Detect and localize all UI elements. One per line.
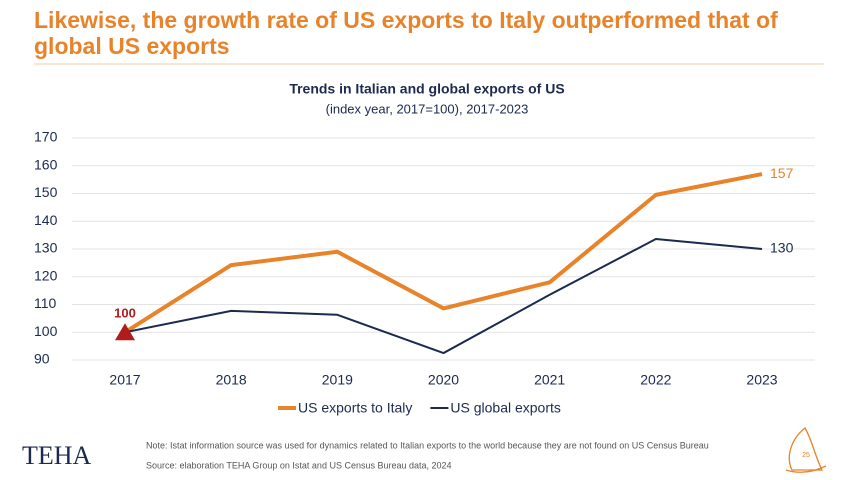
logo: TEHA — [22, 441, 92, 470]
y-tick-label: 140 — [34, 212, 58, 228]
end-label: 130 — [770, 240, 794, 256]
y-tick-label: 170 — [34, 129, 58, 145]
x-tick-label: 2022 — [640, 372, 671, 388]
x-tick-label: 2019 — [322, 372, 353, 388]
x-tick-label: 2021 — [534, 372, 565, 388]
source: Source: elaboration TEHA Group on Istat … — [146, 460, 452, 470]
y-tick-label: 100 — [34, 323, 58, 339]
y-tick-label: 90 — [34, 351, 50, 367]
x-tick-label: 2023 — [746, 372, 777, 388]
series-line — [124, 238, 763, 355]
y-tick-label: 110 — [34, 295, 57, 311]
start-label: 100 — [114, 306, 136, 321]
end-label: 157 — [770, 165, 794, 181]
y-tick-label: 160 — [34, 156, 58, 172]
chart-subtitle: (index year, 2017=100), 2017-2023 — [326, 101, 529, 116]
slide-title-line1: Likewise, the growth rate of US exports … — [34, 7, 778, 33]
legend-label: US global exports — [450, 400, 561, 416]
page-number: 25 — [802, 452, 810, 459]
x-tick-label: 2020 — [428, 372, 459, 388]
y-tick-label: 120 — [34, 267, 58, 283]
series-line — [123, 172, 763, 334]
footnote: Note: Istat information source was used … — [146, 440, 709, 450]
start-marker — [115, 323, 135, 341]
y-tick-label: 150 — [34, 184, 58, 200]
x-tick-label: 2018 — [216, 372, 247, 388]
legend-label: US exports to Italy — [298, 400, 412, 416]
sail-icon — [785, 427, 827, 473]
chart-title: Trends in Italian and global exports of … — [289, 81, 564, 97]
slide-title-line2: global US exports — [34, 33, 230, 59]
y-tick-label: 130 — [34, 240, 58, 256]
x-tick-label: 2017 — [109, 372, 140, 388]
logo-text: TEHA — [22, 441, 92, 470]
